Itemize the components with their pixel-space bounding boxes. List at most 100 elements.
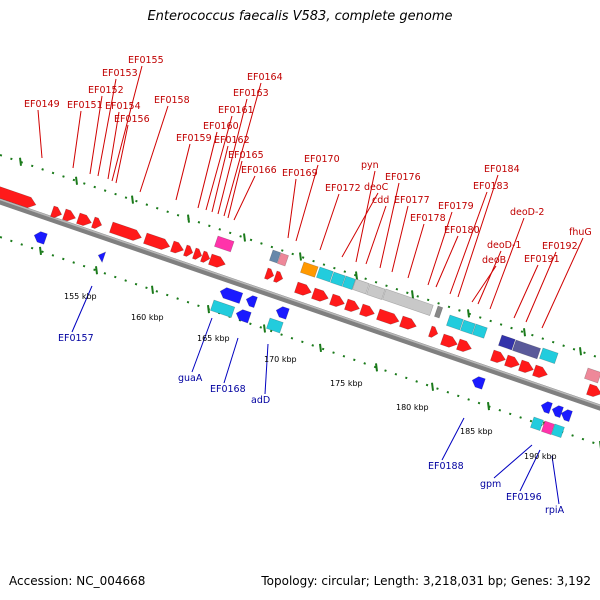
gene-ef0151 <box>50 205 63 219</box>
gene-ef0188 <box>471 376 486 390</box>
leader-ef0169 <box>287 178 297 239</box>
leader-ef0172 <box>319 193 340 251</box>
scale-label: 185 kbp <box>460 427 493 436</box>
label-ef0180: EF0180 <box>444 225 480 236</box>
gene-ef0162 <box>192 247 203 260</box>
leader-add <box>264 343 269 395</box>
gene-cdd <box>329 293 345 307</box>
leader-ef0168 <box>223 337 239 384</box>
leader-ef0151 <box>72 110 82 169</box>
leader-rpia <box>551 455 560 505</box>
gene-ef0184 <box>460 319 476 335</box>
leader-ef0160 <box>197 131 218 209</box>
gene-gpm-2 <box>551 405 564 419</box>
gene-ef0174 <box>330 271 346 287</box>
gene-ef0158 <box>109 221 142 241</box>
gene-ef0149 <box>0 185 37 209</box>
label-ef0172: EF0172 <box>325 183 361 194</box>
leader-ef0166 <box>233 175 256 221</box>
gene-deod1 <box>456 338 472 352</box>
label-deod-2: deoD-2 <box>510 207 544 218</box>
leader-ef0179 <box>427 211 453 286</box>
label-ef0163: EF0163 <box>233 88 269 99</box>
gene-ef0169 <box>264 267 275 280</box>
label-ef0166: EF0166 <box>241 165 277 176</box>
leader-guaa <box>191 317 213 373</box>
label-deob: deoB <box>482 255 506 266</box>
leader-deod-2 <box>489 217 525 310</box>
label-ef0161: EF0161 <box>218 105 254 116</box>
leader-ef0157 <box>71 285 93 333</box>
gene-ef0168b <box>235 309 252 324</box>
tick-outer <box>187 214 190 223</box>
leader-ef0158 <box>139 105 169 193</box>
gene-ef0179b <box>399 315 417 330</box>
gene-ef0176b <box>344 298 360 312</box>
label-ef0191: EF0191 <box>524 254 560 265</box>
leader-ef0165 <box>227 160 243 219</box>
gene-ef0183 <box>446 314 464 331</box>
tick-outer <box>411 290 414 299</box>
gene-ef0175 <box>342 275 356 291</box>
leader-deod-1 <box>477 250 502 305</box>
major-ticks <box>19 157 600 450</box>
gene-ef0168 <box>210 299 236 318</box>
gene-ef0165 <box>208 253 226 268</box>
label-guaa: guaA <box>178 373 203 384</box>
leader-ef0149 <box>37 109 43 159</box>
label-ef0192: EF0192 <box>542 241 578 252</box>
label-ef0168: EF0168 <box>210 384 246 395</box>
accession-text: Accession: NC_004668 <box>9 574 146 588</box>
leader-ef0188 <box>441 417 465 461</box>
tick-outer <box>579 347 582 356</box>
gene-ef0156r <box>33 231 48 245</box>
gene-ef0161 <box>183 244 194 257</box>
leader-ef0155 <box>111 65 143 182</box>
tick-outer <box>75 176 78 185</box>
gene-ef0192 <box>518 359 534 373</box>
gene-ef0167 <box>269 249 281 264</box>
label-ef0155: EF0155 <box>128 55 164 66</box>
genome-backbone-highlight <box>0 198 600 407</box>
label-ef0156: EF0156 <box>114 114 150 125</box>
tick-outer <box>19 157 22 166</box>
label-ef0154: EF0154 <box>105 101 141 112</box>
label-add: adD <box>251 395 270 406</box>
scale-label: 180 kbp <box>396 403 429 412</box>
gene-pyn <box>311 287 329 302</box>
label-ef0151: EF0151 <box>67 100 103 111</box>
scale-label: 190 kbp <box>524 452 557 461</box>
leader-ef0163 <box>217 98 248 215</box>
leader-ef0183 <box>449 191 488 295</box>
tick-outer <box>243 233 246 242</box>
gene-ef0176 <box>352 278 370 295</box>
gene-gpm-3 <box>560 409 573 423</box>
gene-ef0160 <box>170 240 185 254</box>
scale-label: 165 kbp <box>197 334 230 343</box>
label-deod-1: deoD-1 <box>487 240 521 251</box>
scale-label: 170 kbp <box>264 355 297 364</box>
leader-ef0180 <box>435 235 459 288</box>
scale-label: 175 kbp <box>330 379 363 388</box>
label-ef0152: EF0152 <box>88 85 124 96</box>
label-cdd: cdd <box>372 195 389 206</box>
gene-deob <box>472 323 488 339</box>
gene-ef0152 <box>62 208 77 222</box>
label-ef0179: EF0179 <box>438 201 474 212</box>
label-leader-lines <box>37 65 584 505</box>
scale-label: 155 kbp <box>64 292 97 301</box>
gene-ef0153 <box>76 212 92 226</box>
tick-inner <box>487 402 490 411</box>
leader-ef0176 <box>379 182 400 269</box>
leader-ef0154 <box>107 111 120 180</box>
label-ef0196: EF0196 <box>506 492 542 503</box>
gene-ef0191 <box>539 347 559 364</box>
label-ef0183: EF0183 <box>473 181 509 192</box>
gene-ef0167r <box>275 306 290 320</box>
label-ef0158: EF0158 <box>154 95 190 106</box>
scale-track-inner <box>0 236 600 446</box>
label-ef0178: EF0178 <box>410 213 446 224</box>
label-ef0176: EF0176 <box>385 172 421 183</box>
label-ef0184: EF0184 <box>484 164 520 175</box>
map-title: Enterococcus faecalis V583, complete gen… <box>147 9 453 24</box>
